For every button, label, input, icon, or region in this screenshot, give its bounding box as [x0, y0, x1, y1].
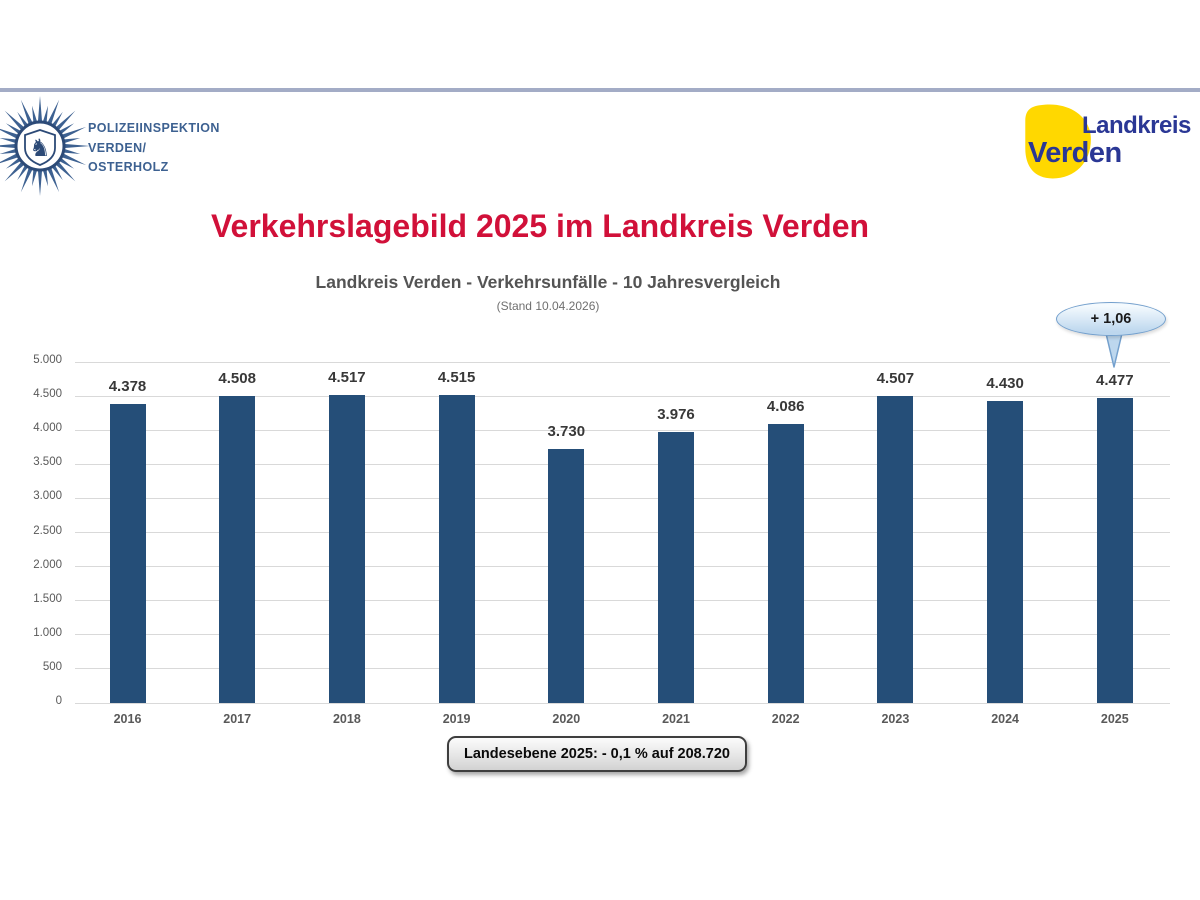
gridline [75, 702, 1170, 704]
gridline [75, 634, 1170, 636]
y-axis-tick-label: 1.500 [33, 592, 62, 605]
y-axis-tick-label: 5.000 [33, 354, 62, 366]
landesebene-note-box: Landesebene 2025: - 0,1 % auf 208.720 [447, 736, 747, 772]
gridline [75, 497, 1170, 499]
gridline [75, 463, 1170, 465]
police-name-line3: OSTERHOLZ [88, 160, 169, 174]
y-axis-tick-label: 4.000 [33, 422, 62, 435]
x-axis-tick-label: 2024 [991, 712, 1019, 726]
bar-2019 [438, 395, 475, 703]
bar-value-label: 4.515 [437, 369, 476, 387]
y-axis-tick-label: 500 [42, 660, 62, 673]
gridline [75, 566, 1170, 568]
gridline [75, 361, 1170, 363]
gridline [75, 668, 1170, 670]
bar-2016 [109, 404, 146, 703]
y-axis-tick-label: 4.500 [33, 388, 62, 401]
bar-value-label: 3.730 [547, 422, 586, 440]
police-name-line1: POLIZEIINSPEKTION [88, 121, 220, 135]
y-axis-tick-label: 2.500 [33, 524, 62, 537]
bar-2023 [877, 395, 914, 703]
police-star-icon: ♞ [0, 95, 91, 197]
bar-2017 [219, 395, 256, 703]
x-axis-tick-label: 2018 [332, 712, 361, 726]
gridline [75, 429, 1170, 431]
callout-bubble: + 1,06 [1056, 302, 1166, 336]
gridline [75, 532, 1170, 533]
bar-value-label: 4.508 [218, 369, 256, 387]
bar-2018 [328, 394, 365, 703]
x-axis-tick-label: 2025 [1100, 712, 1129, 726]
bar-value-label: 4.517 [328, 368, 366, 386]
bar-value-label: 4.507 [876, 369, 915, 387]
landkreis-logo-drop-icon [1025, 104, 1091, 179]
x-axis-tick-label: 2021 [662, 712, 690, 726]
gridline [75, 395, 1170, 397]
bar-value-label: 4.086 [766, 398, 805, 416]
police-inspection-name: POLIZEIINSPEKTION VERDEN/ OSTERHOLZ [88, 119, 220, 178]
y-axis-tick-label: 2.000 [33, 558, 62, 571]
bar-2024 [987, 400, 1024, 703]
bar-2020 [548, 448, 585, 703]
chart-title: Landkreis Verden - Verkehrsunfälle - 10 … [315, 272, 781, 292]
landkreis-logo-text-landkreis: Landkreis [1082, 112, 1191, 139]
saxon-steed-horse-icon: ♞ [29, 134, 51, 162]
bar-2022 [767, 424, 804, 703]
x-axis-tick-label: 2022 [771, 712, 800, 726]
bar-2021 [658, 431, 694, 703]
y-axis-tick-label: 3.500 [33, 456, 62, 469]
x-axis-tick-label: 2020 [552, 712, 581, 726]
bar-2025 [1096, 397, 1133, 703]
landkreis-logo-text-verden: Verden [1028, 137, 1122, 169]
landesebene-note-text: Landesebene 2025: - 0,1 % auf 208.720 [464, 746, 730, 762]
landkreis-verden-logo: Landkreis Verden [1018, 100, 1196, 188]
x-axis-tick-label: 2023 [881, 712, 910, 726]
top-divider-line [0, 88, 1200, 92]
x-axis-tick-label: 2016 [113, 712, 142, 726]
y-axis-tick-label: 3.000 [33, 490, 62, 503]
x-axis-tick-label: 2017 [223, 712, 252, 726]
bar-value-label: 4.477 [1096, 371, 1134, 389]
page-title: Verkehrslagebild 2025 im Landkreis Verde… [210, 208, 870, 244]
x-axis-tick-label: 2019 [442, 712, 471, 726]
police-name-line2: VERDEN/ [88, 140, 147, 155]
callout-text: + 1,06 [1090, 311, 1132, 327]
bar-value-label: 3.976 [657, 405, 695, 423]
y-axis-tick-label: 1.000 [33, 626, 62, 639]
chart-subtitle: (Stand 10.04.2026) [496, 299, 600, 313]
y-axis-tick-label: 0 [55, 695, 62, 707]
bar-value-label: 4.378 [108, 378, 147, 396]
bar-value-label: 4.430 [986, 374, 1024, 392]
gridline [75, 600, 1170, 602]
